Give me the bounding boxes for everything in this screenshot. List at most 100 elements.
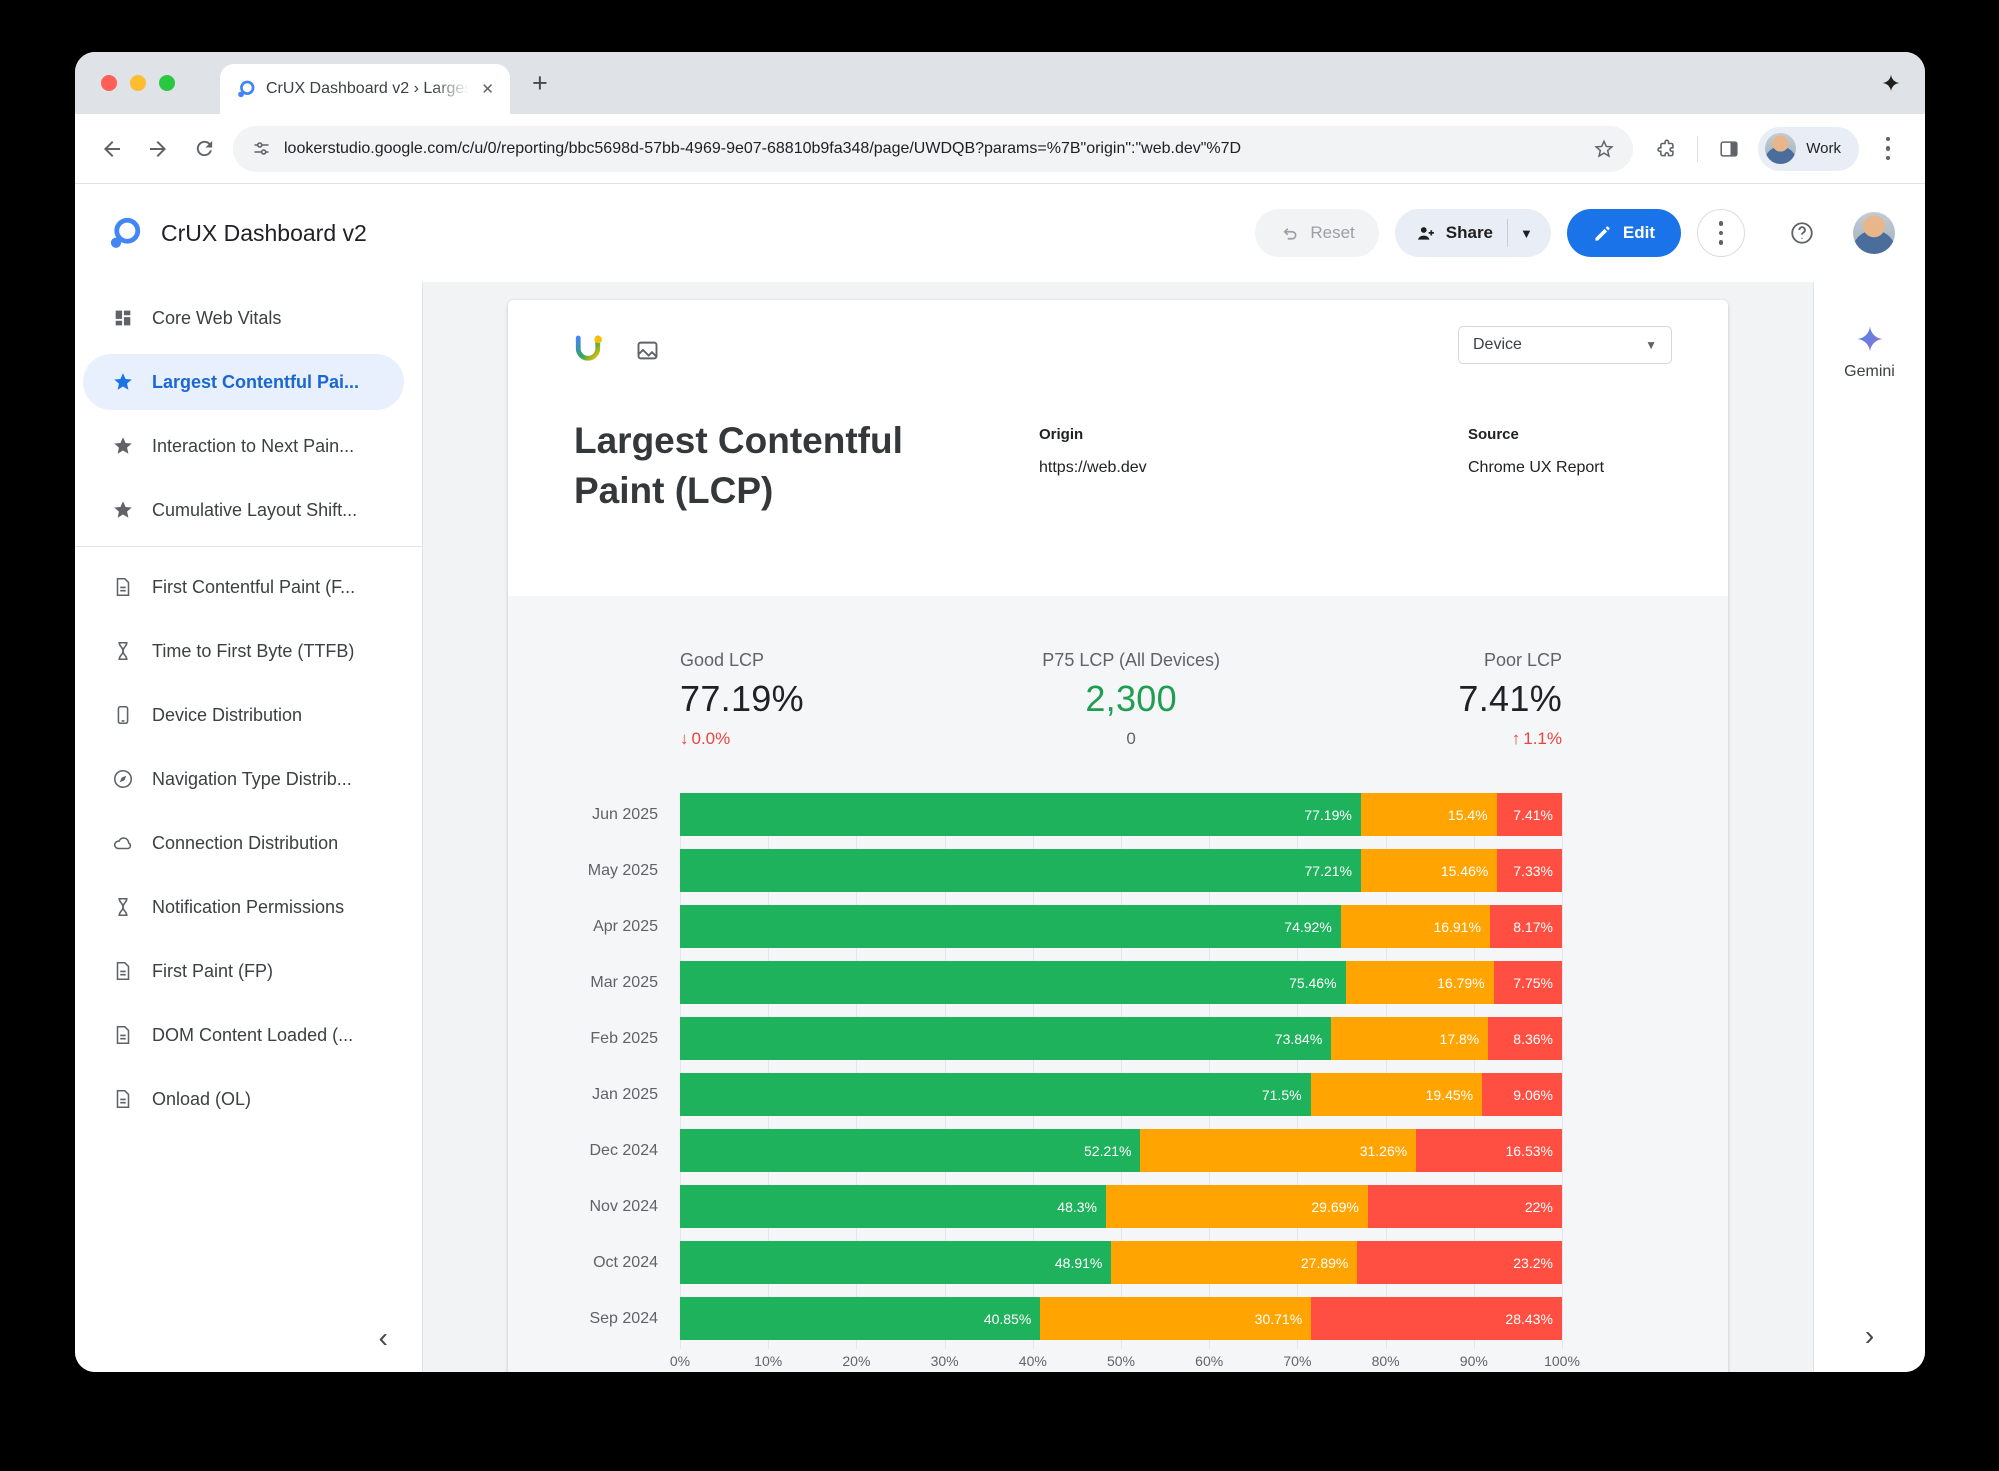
bar-value-label: 29.69% [1311,1198,1359,1215]
bar-segment-good[interactable]: 77.19% [680,793,1361,836]
undo-icon [1283,227,1297,240]
sidebar-nav: Core Web Vitals Largest Contentful Pai...… [75,290,422,1127]
minimize-window-button[interactable] [130,75,146,91]
browser-tab[interactable]: CrUX Dashboard v2 › Largest ✕ [220,64,510,114]
sidebar-item-notification-permissions[interactable]: Notification Permissions [83,879,404,935]
x-axis-tick: 10% [754,1353,783,1369]
back-button[interactable] [89,126,135,172]
scorecard-value: 7.41% [1458,678,1562,719]
bar-segment-needs-improvement[interactable]: 16.91% [1340,905,1490,948]
edit-button[interactable]: Edit [1566,209,1681,257]
sidebar-item-first-contentful-paint[interactable]: First Contentful Paint (F... [83,559,404,615]
chrome-sparkle-icon[interactable] [1881,73,1901,93]
bar-segment-needs-improvement[interactable]: 15.46% [1360,849,1498,892]
chart-row: Apr 2025 74.92% 16.91% 8.17% [508,905,1728,948]
sidebar-item-device-distribution[interactable]: Device Distribution [83,687,404,743]
gemini-label: Gemini [1844,363,1895,380]
bar-segment-poor[interactable]: 7.33% [1497,849,1562,892]
sidebar-item-label: First Paint (FP) [152,960,274,981]
extensions-icon[interactable] [1643,126,1689,172]
bar-segment-needs-improvement[interactable]: 27.89% [1111,1241,1358,1284]
sidebar-item-interaction-to-next-paint[interactable]: Interaction to Next Pain... [83,418,404,474]
sidebar-item-dom-content-loaded[interactable]: DOM Content Loaded (... [83,1007,404,1063]
bar-segment-needs-improvement[interactable]: 16.79% [1345,961,1494,1004]
reset-button[interactable]: Reset [1255,209,1379,257]
bar-segment-needs-improvement[interactable]: 17.8% [1331,1017,1489,1060]
bar-value-label: 48.91% [1054,1254,1103,1271]
sidebar-item-onload[interactable]: Onload (OL) [83,1071,404,1127]
bar-segment-poor[interactable]: 16.53% [1416,1129,1562,1172]
sidebar-item-connection-distribution[interactable]: Connection Distribution [83,815,404,871]
browser-menu-icon[interactable] [1865,126,1911,172]
app-title: CrUX Dashboard v2 [161,219,367,246]
device-filter-dropdown[interactable]: Device ▼ [1458,326,1672,364]
webdev-logo-icon [570,332,606,373]
bar-segment-good[interactable]: 52.21% [680,1129,1141,1172]
reload-button[interactable] [181,126,227,172]
bar-segment-good[interactable]: 77.21% [680,849,1361,892]
address-bar[interactable]: lookerstudio.google.com/c/u/0/reporting/… [233,125,1634,172]
sidebar-item-largest-contentful-paint[interactable]: Largest Contentful Pai... [83,354,404,410]
chart-row: Jan 2025 71.5% 19.45% 9.06% [508,1073,1728,1116]
bar-segment-poor[interactable]: 8.36% [1488,1017,1562,1060]
scorecards: Good LCP 77.19% ↓ 0.0% P75 LCP (All Devi… [508,596,1728,749]
bar-segment-good[interactable]: 48.3% [680,1185,1106,1228]
bar-segment-poor[interactable]: 9.06% [1482,1073,1562,1116]
more-options-button[interactable] [1697,209,1745,257]
report-sidebar: Core Web Vitals Largest Contentful Pai...… [75,282,423,1372]
chart-category-label: Jun 2025 [592,805,658,823]
bar-segment-good[interactable]: 74.92% [680,905,1341,948]
sidebar-item-cumulative-layout-shift[interactable]: Cumulative Layout Shift... [83,482,404,538]
gridline [768,793,770,1349]
forward-button[interactable] [135,126,181,172]
share-button[interactable]: Share ▼ [1394,209,1551,257]
profile-chip[interactable]: Work [1758,126,1859,171]
next-page-chevron-icon[interactable]: › [1864,1320,1875,1351]
bar-segment-poor[interactable]: 7.41% [1496,793,1562,836]
sidebar-item-first-paint[interactable]: First Paint (FP) [83,943,404,999]
bar-value-label: 7.41% [1513,806,1553,823]
bar-segment-poor[interactable]: 22% [1367,1185,1562,1228]
bookmark-star-icon[interactable] [1593,138,1615,160]
arrow-up-icon: ↑ [1511,729,1521,748]
bar-segment-needs-improvement[interactable]: 15.4% [1360,793,1497,836]
bar-segment-good[interactable]: 48.91% [680,1241,1112,1284]
bar-segment-needs-improvement[interactable]: 29.69% [1106,1185,1368,1228]
bar-value-label: 15.4% [1447,806,1488,823]
bar-segment-needs-improvement[interactable]: 31.26% [1140,1129,1417,1172]
side-panel-icon[interactable] [1706,126,1752,172]
bar-segment-poor[interactable]: 7.75% [1493,961,1562,1004]
bar-segment-poor[interactable]: 8.17% [1489,905,1562,948]
bar-segment-good[interactable]: 73.84% [680,1017,1332,1060]
new-tab-button[interactable]: + [532,67,548,98]
chart-category-label: Apr 2025 [593,917,658,935]
bar-segment-good[interactable]: 40.85% [680,1297,1041,1340]
site-settings-icon[interactable] [251,138,272,159]
collapse-sidebar-chevron-icon[interactable]: ‹ [378,1322,388,1353]
bar-segment-needs-improvement[interactable]: 30.71% [1040,1297,1312,1340]
lcp-stacked-bar-chart: Jun 2025 77.19% 15.4% 7.41% May 2025 77.21% 15… [508,793,1728,1372]
dropdown-caret-icon: ▼ [1645,338,1657,352]
maximize-window-button[interactable] [159,75,175,91]
close-window-button[interactable] [101,75,117,91]
bar-value-label: 7.75% [1513,974,1553,991]
chart-rows: Jun 2025 77.19% 15.4% 7.41% May 2025 77.21% 15… [508,793,1728,1340]
share-split-divider [1507,219,1509,247]
bar-segment-needs-improvement[interactable]: 19.45% [1310,1073,1483,1116]
sidebar-item-label: DOM Content Loaded (... [152,1024,354,1045]
bar-segment-poor[interactable]: 23.2% [1357,1241,1562,1284]
account-avatar[interactable] [1853,212,1895,254]
bar-segment-good[interactable]: 71.5% [680,1073,1311,1116]
url-text[interactable]: lookerstudio.google.com/c/u/0/reporting/… [284,139,1242,157]
bar-segment-poor[interactable]: 28.43% [1311,1297,1562,1340]
sidebar-item-navigation-type-distribution[interactable]: Navigation Type Distrib... [83,751,404,807]
bar-value-label: 75.46% [1289,974,1337,991]
bar-segment-good[interactable]: 75.46% [680,961,1346,1004]
close-tab-icon[interactable]: ✕ [481,81,494,98]
sidebar-item-core-web-vitals[interactable]: Core Web Vitals [83,290,404,346]
image-frame-icon[interactable] [634,337,661,369]
sidebar-item-time-to-first-byte[interactable]: Time to First Byte (TTFB) [83,623,404,679]
share-dropdown-caret-icon[interactable]: ▼ [1520,225,1533,241]
help-icon[interactable] [1789,220,1815,246]
gemini-button[interactable]: Gemini [1844,324,1895,381]
